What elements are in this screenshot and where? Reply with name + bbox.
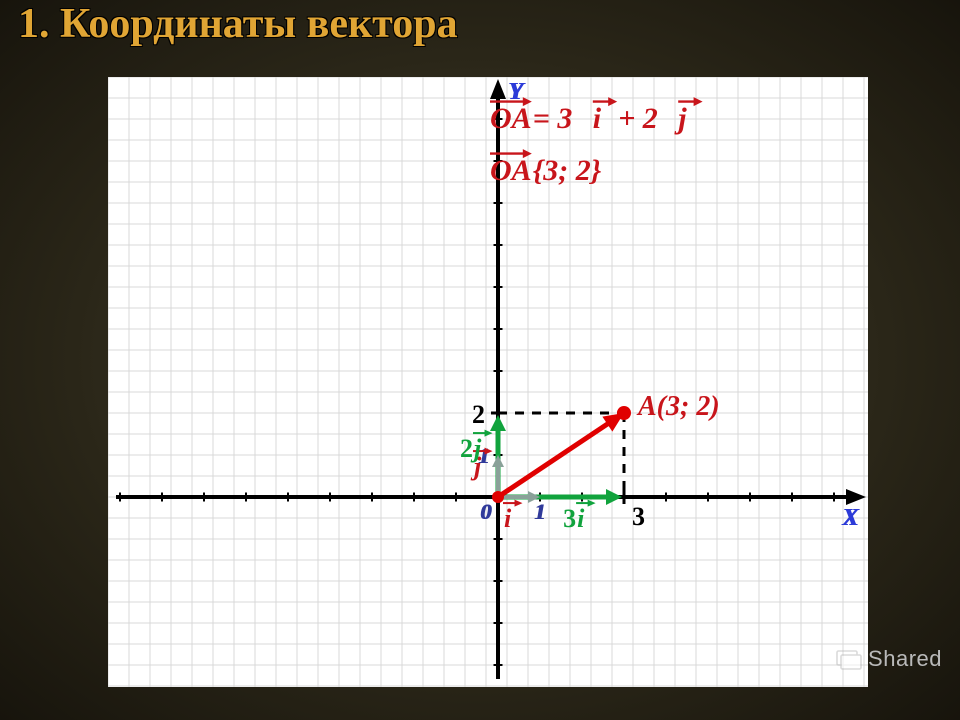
svg-text:2: 2 — [472, 400, 485, 429]
svg-text:{3; 2}: {3; 2} — [533, 154, 602, 187]
svg-text:= 3: = 3 — [533, 102, 573, 135]
svg-text:A(3; 2): A(3; 2) — [636, 391, 720, 422]
coordinate-graph: XXYY00111132A(3; 2)ij3i2jOA = 3i + 2jOA{… — [108, 77, 868, 687]
svg-text:i: i — [504, 504, 512, 533]
svg-text:i: i — [593, 102, 602, 135]
svg-text:+ 2: + 2 — [618, 102, 658, 135]
svg-text:3: 3 — [632, 502, 645, 531]
svg-text:i: i — [577, 504, 585, 533]
svg-text:0: 0 — [480, 499, 491, 524]
watermark: Shared — [836, 646, 942, 672]
svg-text:2: 2 — [460, 434, 473, 463]
svg-text:1: 1 — [534, 499, 545, 524]
watermark-text: Shared — [868, 646, 942, 672]
svg-text:3: 3 — [563, 504, 576, 533]
page-title: 1. Координаты вектора — [18, 0, 458, 48]
svg-text:X: X — [841, 505, 859, 531]
svg-text:OA: OA — [490, 102, 532, 135]
graph-canvas: XXYY00111132A(3; 2)ij3i2jOA = 3i + 2jOA{… — [108, 77, 868, 687]
svg-text:OA: OA — [490, 154, 532, 187]
